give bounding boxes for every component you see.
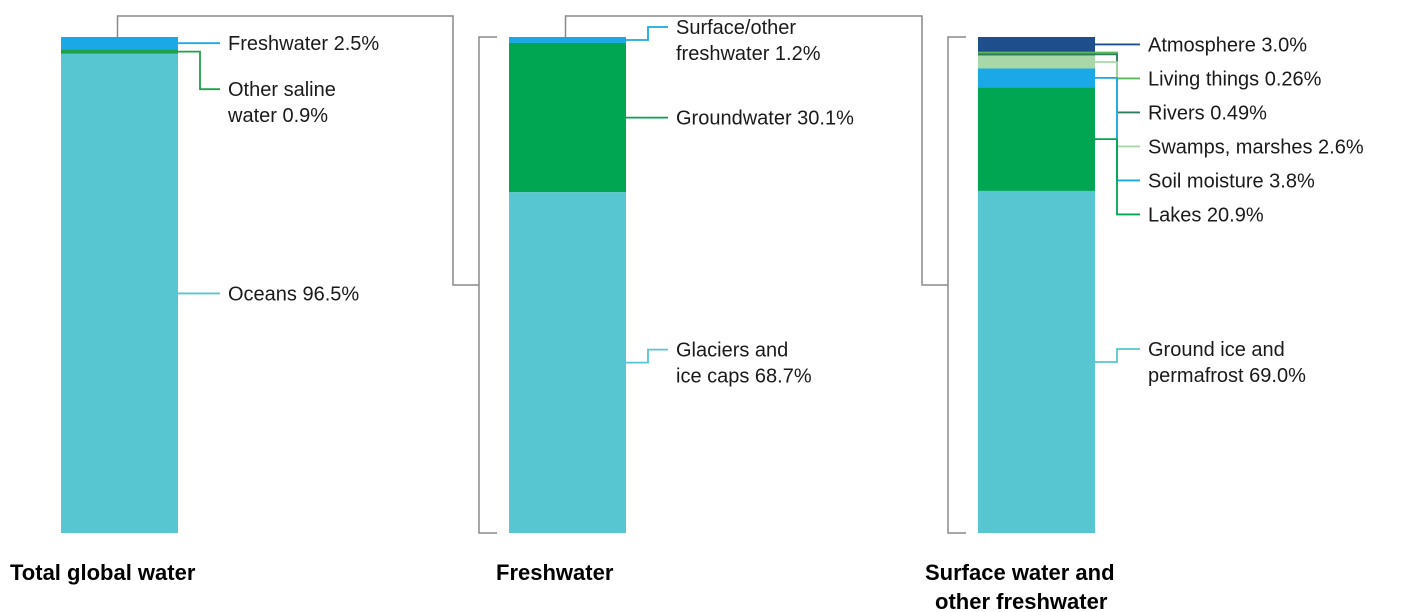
- bar-segment-atmosphere: [978, 37, 1095, 52]
- segment-label-soil-moisture: Soil moisture 3.8%: [1148, 170, 1315, 192]
- segment-label-groundwater: Groundwater 30.1%: [676, 108, 854, 130]
- bar-segment-other-saline-water: [61, 49, 178, 54]
- segment-label-living-things: Living things 0.26%: [1148, 68, 1322, 90]
- segment-label-lakes: Lakes 20.9%: [1148, 204, 1264, 226]
- bar-segment-swamps-marshes: [978, 55, 1095, 69]
- connector-line-2: [564, 15, 948, 286]
- segment-label-ground-ice-and-permafrost: Ground ice and permafrost 69.0%: [1148, 339, 1306, 387]
- bar-segment-surface-other-freshwater: [509, 37, 626, 43]
- chart-title-2: Freshwater: [496, 560, 614, 585]
- connector-line-1: [116, 15, 479, 286]
- bar-segment-glaciers-and-ice-caps: [509, 192, 626, 534]
- bar-segment-oceans: [61, 53, 178, 533]
- chart-bars: [61, 37, 1095, 534]
- segment-label-other-saline-water: Other saline water 0.9%: [227, 79, 336, 127]
- bar-segment-groundwater: [509, 42, 626, 193]
- bar-segment-freshwater: [61, 37, 178, 50]
- chart-connectors: [116, 15, 966, 534]
- leader-line-soil-moisture: [1095, 76, 1140, 182]
- bar-segment-living-things: [978, 51, 1095, 54]
- chart-title-1: Total global water: [10, 560, 196, 585]
- bracket-2: [478, 36, 497, 534]
- leader-line-glaciers-and-ice-caps: [626, 348, 668, 364]
- segment-label-swamps-marshes: Swamps, marshes 2.6%: [1148, 136, 1364, 158]
- chart-title-3: Surface water and other freshwater: [925, 560, 1115, 612]
- bar-segment-rivers: [978, 53, 1095, 56]
- segment-label-rivers: Rivers 0.49%: [1148, 102, 1267, 124]
- leader-line-lakes: [1095, 138, 1140, 216]
- segment-label-atmosphere: Atmosphere 3.0%: [1148, 34, 1307, 56]
- chart-titles: Total global water Freshwater Surface wate…: [10, 560, 1115, 612]
- chart-labels: Freshwater 2.5% Other saline water 0.9% Oce…: [227, 17, 1364, 388]
- chart-leader-lines: [178, 26, 1140, 364]
- bar-segment-lakes: [978, 87, 1095, 191]
- segment-label-glaciers-and-ice-caps: Glaciers and ice caps 68.7%: [676, 340, 812, 388]
- bracket-3: [947, 36, 966, 534]
- segment-label-surface-other-freshwater: Surface/other freshwater 1.2%: [676, 17, 821, 65]
- bar-segment-ground-ice-and-permafrost: [978, 190, 1095, 533]
- segment-label-oceans: Oceans 96.5%: [228, 283, 359, 305]
- leader-line-other-saline-water: [178, 50, 220, 91]
- leader-line-ground-ice-and-permafrost: [1095, 348, 1140, 363]
- bar-segment-soil-moisture: [978, 68, 1095, 88]
- leader-line-surface-other-freshwater: [626, 26, 668, 41]
- segment-label-freshwater: Freshwater 2.5%: [228, 33, 379, 55]
